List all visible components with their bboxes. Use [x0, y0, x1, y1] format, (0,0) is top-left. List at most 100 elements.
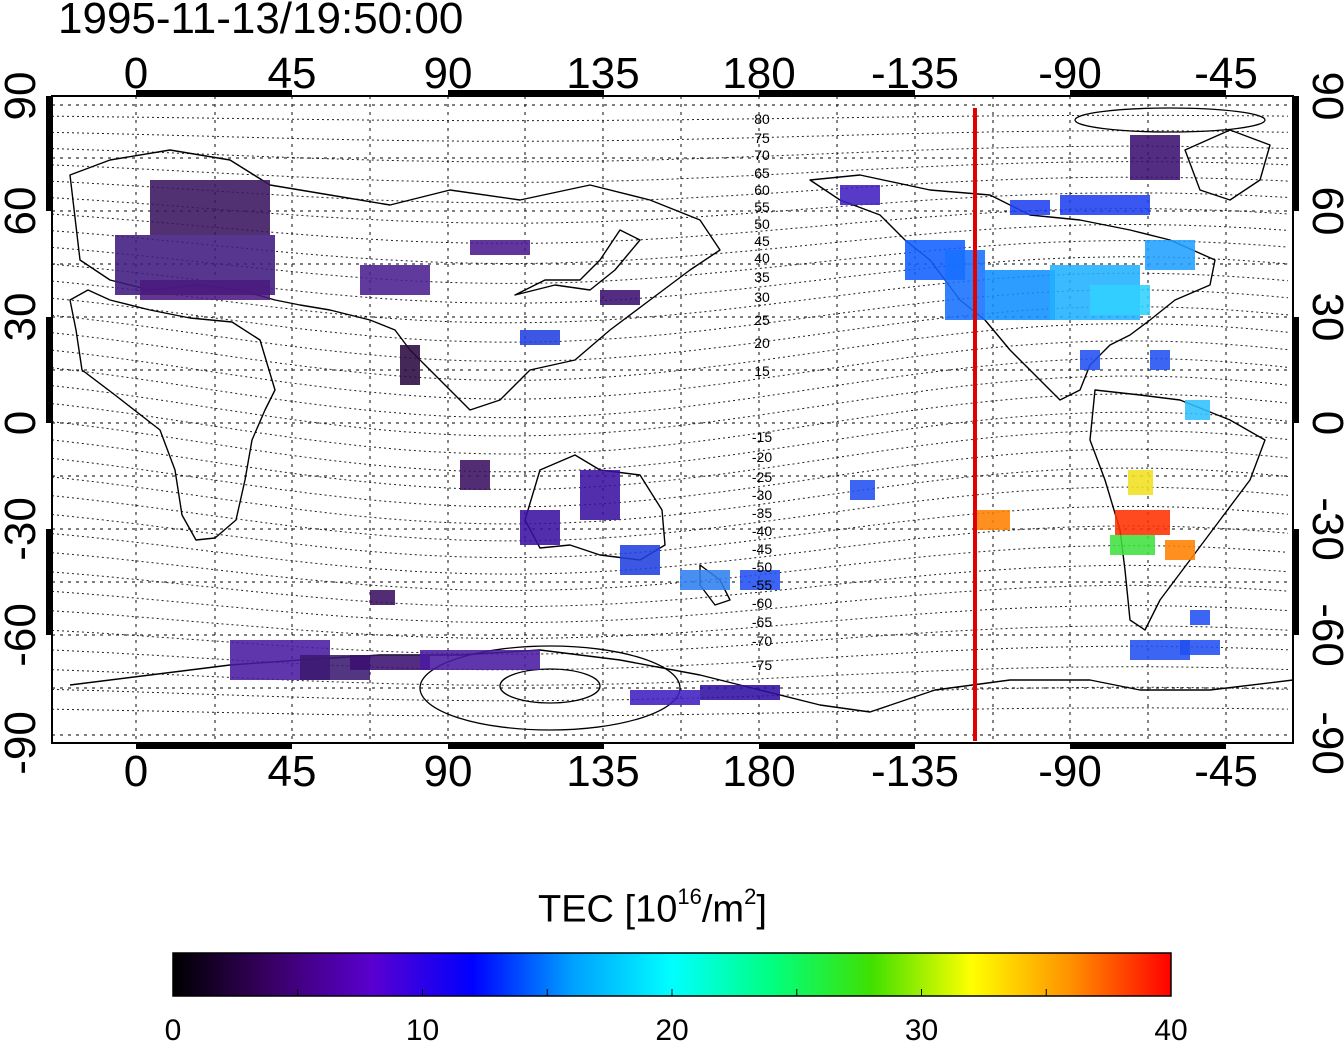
tec-patch [630, 690, 700, 705]
lat-tick-left: 90 [0, 72, 45, 121]
tec-patch [985, 270, 1055, 320]
contour-label: -20 [752, 449, 772, 465]
frame-tick-bar [46, 317, 52, 423]
colorbar-tick-label: 40 [1154, 1014, 1187, 1047]
lon-tick-bottom: -90 [1038, 747, 1102, 796]
frame-tick-bar [1293, 317, 1299, 423]
lat-tick-right: 90 [1303, 72, 1344, 121]
colorbar-title-suffix: ] [756, 888, 767, 931]
tec-patch [1145, 240, 1195, 270]
tec-patch [680, 570, 730, 590]
magnetic-contour [51, 393, 1289, 455]
tec-patch [1080, 350, 1100, 370]
frame-tick-bar [1293, 96, 1299, 211]
colorbar-title-exponent: 16 [677, 884, 702, 909]
colorbar-tick-label: 30 [905, 1014, 938, 1047]
contour-label: 25 [754, 312, 770, 328]
magnetic-contour [51, 545, 1289, 591]
frame-tick-bar [448, 743, 604, 749]
lon-tick-top: 90 [424, 49, 473, 98]
lat-tick-right: 0 [1303, 411, 1344, 435]
lat-tick-left: -90 [0, 711, 45, 775]
frame-tick-bar [136, 90, 292, 96]
contour-label: 60 [754, 182, 770, 198]
magnetic-contour [51, 323, 1289, 381]
lon-tick-top: 0 [124, 49, 148, 98]
contour-label: -15 [752, 429, 772, 445]
frame-tick-bar [46, 96, 52, 211]
contour-label: 70 [754, 147, 770, 163]
tec-patch [360, 265, 430, 295]
tec-patch [840, 185, 880, 205]
lat-tick-left: 0 [0, 411, 45, 435]
frame-tick-bar [136, 743, 292, 749]
tec-patch [370, 590, 395, 605]
contour-label: 40 [754, 250, 770, 266]
frame-tick-bar [1293, 529, 1299, 635]
tec-patch [850, 480, 875, 500]
magnetic-contour [51, 584, 1289, 624]
lat-tick-left: -30 [0, 497, 45, 561]
contour-label: 20 [754, 335, 770, 351]
contour-label: -55 [752, 577, 772, 593]
tec-patch [1010, 200, 1050, 215]
colorbar [172, 952, 1172, 997]
colorbar-title: TEC [1016/m2] [538, 884, 767, 932]
magnetic-contour [51, 411, 1289, 473]
lon-tick-bottom: 45 [268, 747, 317, 796]
contour-label: -65 [752, 614, 772, 630]
lat-tick-right: -30 [1303, 497, 1344, 561]
magnetic-contour [51, 375, 1289, 437]
lat-tick-right: -90 [1303, 711, 1344, 775]
contour-label: -25 [752, 469, 772, 485]
magnetic-contour [51, 145, 1289, 163]
tec-patch [1110, 535, 1155, 555]
frame-tick-bar [759, 743, 915, 749]
tec-patch [1165, 540, 1195, 560]
tec-patch [350, 655, 430, 670]
magnetic-contour [51, 505, 1289, 559]
contour-label: 65 [754, 165, 770, 181]
tec-patch [460, 460, 490, 490]
tec-patch [1150, 350, 1170, 370]
contour-label: -30 [752, 487, 772, 503]
lon-tick-bottom: -45 [1194, 747, 1258, 796]
contour-label: 15 [754, 363, 770, 379]
contour-label: -40 [752, 523, 772, 539]
magnetic-pole-contour [1074, 107, 1266, 133]
contour-label: -60 [752, 595, 772, 611]
contour-label: -35 [752, 505, 772, 521]
frame-tick-bar [46, 529, 52, 635]
colorbar-title-unit: /m [701, 888, 745, 931]
magnetic-contour [51, 130, 1289, 142]
tec-patch [1130, 640, 1190, 660]
tec-patch [1060, 195, 1150, 215]
tec-patch [140, 280, 270, 300]
coastline [69, 289, 276, 541]
lon-tick-bottom: 0 [124, 747, 148, 796]
magnetic-contour [51, 467, 1289, 525]
tec-patch [620, 545, 660, 575]
tec-patch [580, 470, 620, 520]
tec-patch [1180, 640, 1220, 655]
magnetic-contour [51, 161, 1289, 183]
magnetic-pole-contour [499, 668, 601, 704]
coastline [514, 229, 641, 296]
tec-patch [470, 240, 530, 255]
magnetic-contour [51, 486, 1289, 542]
contour-label: -50 [752, 559, 772, 575]
lon-tick-bottom: -135 [871, 747, 959, 796]
colorbar-title-prefix: TEC [10 [538, 888, 678, 931]
colorbar-tick-label: 0 [165, 1014, 182, 1047]
tec-patch [520, 510, 560, 545]
magnetic-contour [51, 430, 1289, 490]
frame-tick-bar [448, 90, 604, 96]
tec-patch [1185, 400, 1210, 420]
lat-tick-right: -60 [1303, 603, 1344, 667]
lon-tick-top: -45 [1194, 49, 1258, 98]
tec-patch [1115, 510, 1170, 535]
lon-tick-top: 45 [268, 49, 317, 98]
contour-label: -75 [752, 657, 772, 673]
lon-tick-bottom: 90 [424, 747, 473, 796]
